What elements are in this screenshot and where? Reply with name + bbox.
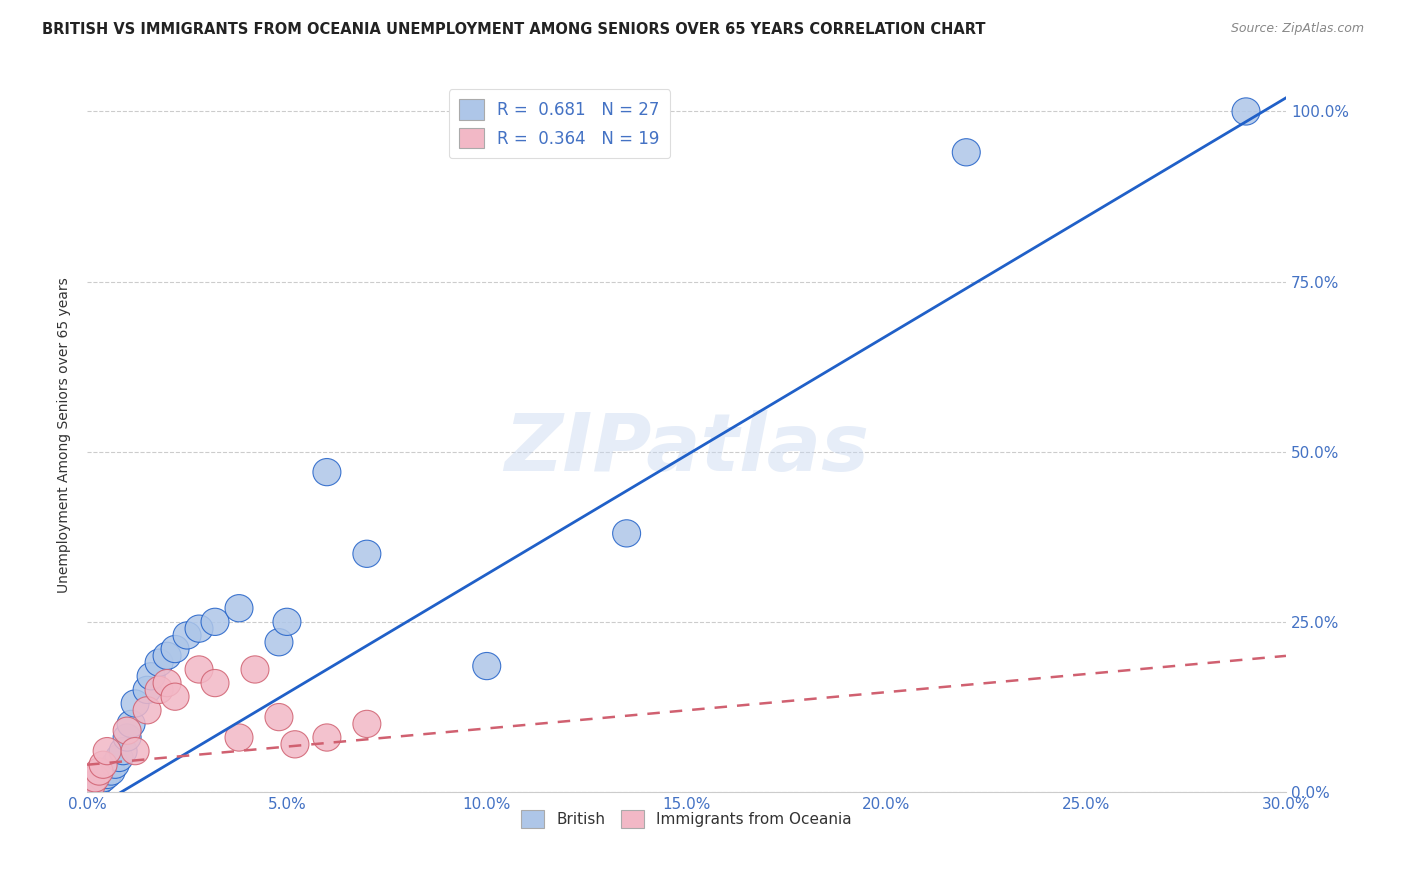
Legend: British, Immigrants from Oceania: British, Immigrants from Oceania (516, 804, 858, 834)
Ellipse shape (186, 656, 214, 683)
Ellipse shape (145, 676, 173, 704)
Ellipse shape (112, 724, 141, 751)
Ellipse shape (162, 683, 188, 710)
Ellipse shape (82, 772, 110, 798)
Ellipse shape (314, 458, 340, 486)
Ellipse shape (89, 751, 117, 779)
Ellipse shape (86, 758, 112, 785)
Ellipse shape (201, 608, 229, 635)
Ellipse shape (281, 731, 309, 758)
Y-axis label: Unemployment Among Seniors over 65 years: Unemployment Among Seniors over 65 years (58, 277, 72, 592)
Ellipse shape (472, 652, 501, 680)
Ellipse shape (77, 772, 105, 798)
Ellipse shape (225, 595, 253, 622)
Ellipse shape (353, 541, 381, 567)
Ellipse shape (121, 738, 149, 764)
Ellipse shape (314, 724, 340, 751)
Ellipse shape (89, 764, 117, 792)
Ellipse shape (264, 629, 292, 656)
Ellipse shape (110, 738, 138, 764)
Ellipse shape (93, 738, 121, 764)
Ellipse shape (201, 670, 229, 697)
Ellipse shape (97, 758, 125, 785)
Text: Source: ZipAtlas.com: Source: ZipAtlas.com (1230, 22, 1364, 36)
Ellipse shape (138, 663, 165, 690)
Ellipse shape (225, 724, 253, 751)
Ellipse shape (101, 751, 129, 779)
Ellipse shape (186, 615, 214, 642)
Ellipse shape (153, 642, 181, 670)
Ellipse shape (112, 717, 141, 744)
Ellipse shape (162, 635, 188, 663)
Ellipse shape (952, 138, 980, 166)
Ellipse shape (1232, 98, 1260, 125)
Text: ZIPatlas: ZIPatlas (505, 410, 869, 488)
Ellipse shape (145, 649, 173, 676)
Text: BRITISH VS IMMIGRANTS FROM OCEANIA UNEMPLOYMENT AMONG SENIORS OVER 65 YEARS CORR: BRITISH VS IMMIGRANTS FROM OCEANIA UNEMP… (42, 22, 986, 37)
Ellipse shape (153, 670, 181, 697)
Ellipse shape (264, 704, 292, 731)
Ellipse shape (117, 710, 145, 738)
Ellipse shape (613, 520, 641, 547)
Ellipse shape (353, 710, 381, 738)
Ellipse shape (105, 744, 134, 772)
Ellipse shape (86, 768, 112, 796)
Ellipse shape (273, 608, 301, 635)
Ellipse shape (134, 697, 162, 724)
Ellipse shape (77, 775, 105, 802)
Ellipse shape (121, 690, 149, 717)
Ellipse shape (173, 622, 201, 649)
Ellipse shape (240, 656, 269, 683)
Ellipse shape (82, 764, 110, 792)
Ellipse shape (134, 676, 162, 704)
Ellipse shape (93, 762, 121, 789)
